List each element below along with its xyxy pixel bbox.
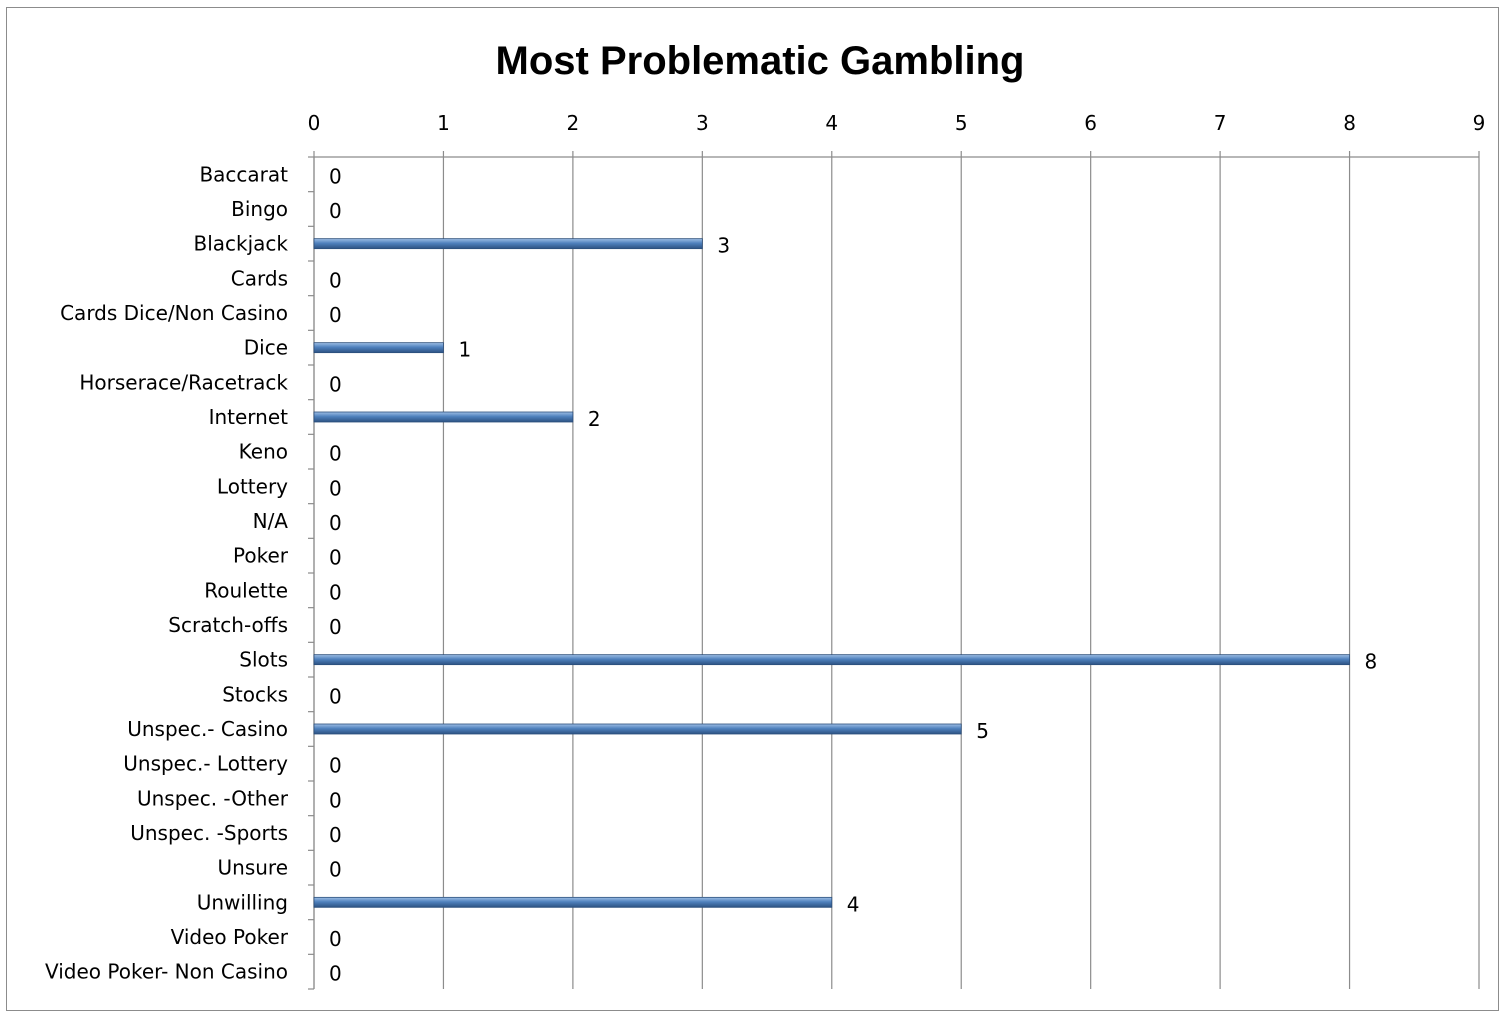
x-tick-label: 8	[1343, 111, 1356, 135]
x-tick-labels: 0 1 2 3 4 5 6 7 8 9	[308, 111, 1486, 135]
category-label: Unspec. -Other	[137, 786, 289, 810]
category-label: Baccarat	[199, 162, 288, 186]
data-labels: 0 0 3 0 0 1 0 2 0 0 0 0 0 0 8 0 5 0 0 0 0 4 0 0	[329, 164, 1377, 985]
category-label: Unwilling	[197, 890, 288, 914]
x-tick-label: 0	[308, 111, 321, 135]
data-label: 8	[1365, 650, 1378, 674]
category-label: Roulette	[204, 578, 288, 602]
chart-title: Most Problematic Gambling	[496, 39, 1025, 83]
category-label: Unsure	[218, 856, 289, 880]
data-label: 0	[329, 858, 342, 882]
data-label: 0	[329, 476, 342, 500]
category-label: Scratch-offs	[168, 613, 288, 637]
category-label: N/A	[253, 509, 289, 533]
category-label: Video Poker- Non Casino	[45, 960, 288, 984]
x-tick-label: 4	[825, 111, 838, 135]
category-label: Cards	[231, 266, 288, 290]
data-label: 0	[329, 303, 342, 327]
data-label: 4	[847, 892, 860, 916]
category-label: Unspec.- Casino	[127, 717, 288, 741]
x-tick-label: 9	[1473, 111, 1486, 135]
data-label: 0	[329, 199, 342, 223]
data-label: 0	[329, 164, 342, 188]
axes	[308, 156, 1479, 990]
x-tick-label: 7	[1214, 111, 1227, 135]
data-label: 0	[329, 442, 342, 466]
category-label: Video Poker	[171, 925, 289, 949]
data-label: 0	[329, 823, 342, 847]
x-tick-label: 5	[955, 111, 968, 135]
bar	[313, 238, 703, 250]
data-label: 0	[329, 372, 342, 396]
x-tick-label: 1	[437, 111, 450, 135]
category-label: Slots	[239, 648, 288, 672]
category-label: Lottery	[217, 474, 288, 498]
data-label: 0	[329, 962, 342, 986]
data-label: 1	[458, 338, 471, 362]
bar	[313, 342, 444, 354]
category-label: Blackjack	[193, 232, 288, 256]
data-label: 0	[329, 788, 342, 812]
x-tick-label: 6	[1084, 111, 1097, 135]
category-label: Keno	[239, 440, 288, 464]
data-label: 0	[329, 754, 342, 778]
category-label: Internet	[209, 405, 289, 429]
bar	[313, 896, 833, 908]
bar	[313, 654, 1350, 666]
bar	[313, 723, 962, 735]
x-tick-label: 2	[567, 111, 580, 135]
data-label: 0	[329, 580, 342, 604]
data-label: 0	[329, 268, 342, 292]
data-label: 0	[329, 684, 342, 708]
data-label: 5	[976, 719, 989, 743]
data-label: 0	[329, 511, 342, 535]
category-label: Stocks	[222, 682, 288, 706]
category-label: Unspec.- Lottery	[123, 752, 288, 776]
category-label: Cards Dice/Non Casino	[60, 301, 288, 325]
data-label: 3	[717, 234, 730, 258]
bars	[313, 238, 1350, 908]
category-label: Horserace/Racetrack	[79, 370, 288, 394]
category-label: Poker	[233, 544, 289, 568]
category-label: Dice	[244, 336, 288, 360]
gridlines	[313, 151, 1480, 989]
chart-frame	[6, 7, 1499, 1011]
x-tick-label: 3	[696, 111, 709, 135]
data-label: 2	[588, 407, 601, 431]
data-label: 0	[329, 615, 342, 639]
data-label: 0	[329, 927, 342, 951]
category-labels: Baccarat Bingo Blackjack Cards Cards Dice/No…	[45, 162, 289, 983]
bar	[313, 411, 574, 423]
data-label: 0	[329, 546, 342, 570]
category-label: Unspec. -Sports	[130, 821, 288, 845]
category-label: Bingo	[231, 197, 288, 221]
